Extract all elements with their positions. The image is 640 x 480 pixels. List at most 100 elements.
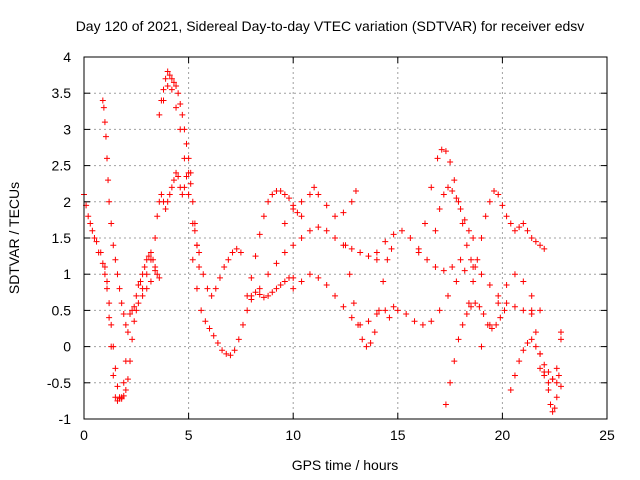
data-point xyxy=(135,282,142,289)
x-tick-label: 10 xyxy=(285,427,301,443)
data-point xyxy=(269,289,276,296)
data-point xyxy=(183,173,190,180)
data-point xyxy=(323,227,330,234)
x-tick-label: 20 xyxy=(495,427,511,443)
data-point xyxy=(449,187,456,194)
x-axis-label: GPS time / hours xyxy=(292,457,399,473)
series-arc-9 xyxy=(244,187,305,299)
data-point xyxy=(85,213,92,220)
data-point xyxy=(428,318,435,325)
data-point xyxy=(196,249,203,256)
series-arc-10 xyxy=(248,224,380,299)
data-point xyxy=(495,300,502,307)
data-point xyxy=(555,372,562,379)
data-point xyxy=(273,260,280,267)
data-point xyxy=(122,387,129,394)
data-point xyxy=(298,198,305,205)
data-point xyxy=(110,242,117,249)
series-arc-22 xyxy=(528,307,564,415)
data-point xyxy=(557,383,564,390)
data-point xyxy=(488,325,495,332)
data-point xyxy=(537,242,544,249)
data-point xyxy=(478,235,485,241)
data-point xyxy=(256,291,263,298)
data-point xyxy=(106,198,113,205)
data-point xyxy=(118,394,125,401)
y-tick-label: 2 xyxy=(63,194,71,210)
data-point xyxy=(461,267,468,274)
data-point xyxy=(108,321,115,328)
y-tick-label: -0.5 xyxy=(47,375,71,391)
data-point xyxy=(455,336,462,343)
data-point xyxy=(193,242,200,249)
data-point xyxy=(273,285,280,292)
data-point xyxy=(428,184,435,191)
grid xyxy=(84,57,607,419)
data-point xyxy=(198,307,205,314)
data-point xyxy=(365,318,372,325)
data-point xyxy=(175,173,182,180)
x-tick-label: 25 xyxy=(599,427,615,443)
data-point xyxy=(348,245,355,252)
data-point xyxy=(482,213,489,220)
series-arc-21 xyxy=(507,336,564,394)
series-arc-20 xyxy=(478,271,544,350)
data-point xyxy=(95,249,102,256)
y-tick-label: 4 xyxy=(63,49,71,65)
data-point xyxy=(164,198,171,205)
data-point xyxy=(421,220,428,227)
data-point xyxy=(179,111,186,118)
data-point xyxy=(411,318,418,325)
data-point xyxy=(168,184,175,191)
data-point xyxy=(432,227,439,234)
data-point xyxy=(133,292,140,299)
data-point xyxy=(434,155,441,162)
data-point xyxy=(486,321,493,328)
data-point xyxy=(281,249,288,256)
series-arc-18 xyxy=(442,300,508,408)
data-point xyxy=(239,321,246,328)
data-point xyxy=(277,282,284,289)
data-point xyxy=(298,213,305,220)
data-point xyxy=(491,187,498,194)
data-point xyxy=(355,321,362,328)
data-point xyxy=(447,379,454,386)
data-point xyxy=(233,245,240,252)
data-point xyxy=(394,307,401,314)
data-point xyxy=(208,292,215,299)
data-point xyxy=(269,191,276,198)
data-point xyxy=(235,336,242,343)
data-point xyxy=(455,198,462,205)
data-point xyxy=(101,263,108,270)
data-point xyxy=(541,361,548,368)
data-point xyxy=(139,292,146,299)
data-point xyxy=(516,358,523,365)
data-point xyxy=(260,294,267,301)
data-point xyxy=(373,311,380,318)
data-point xyxy=(537,307,544,314)
data-point xyxy=(461,216,468,223)
data-point xyxy=(553,379,560,386)
data-point xyxy=(112,394,119,401)
data-point xyxy=(281,220,288,227)
data-point xyxy=(281,191,288,198)
data-point xyxy=(212,285,219,292)
data-point xyxy=(352,187,359,194)
data-point xyxy=(424,256,431,263)
data-point xyxy=(315,191,322,198)
data-point xyxy=(501,307,508,314)
data-point xyxy=(388,245,395,252)
data-point xyxy=(398,227,405,234)
data-point xyxy=(547,401,554,408)
data-point xyxy=(465,300,472,307)
data-point xyxy=(108,343,115,350)
data-point xyxy=(459,220,466,227)
data-point xyxy=(189,256,196,263)
data-point xyxy=(553,365,560,372)
data-point xyxy=(114,383,121,390)
data-point xyxy=(511,372,518,379)
x-tick-label: 15 xyxy=(390,427,406,443)
data-point xyxy=(507,220,514,227)
data-point xyxy=(252,253,259,260)
data-point xyxy=(294,209,301,216)
